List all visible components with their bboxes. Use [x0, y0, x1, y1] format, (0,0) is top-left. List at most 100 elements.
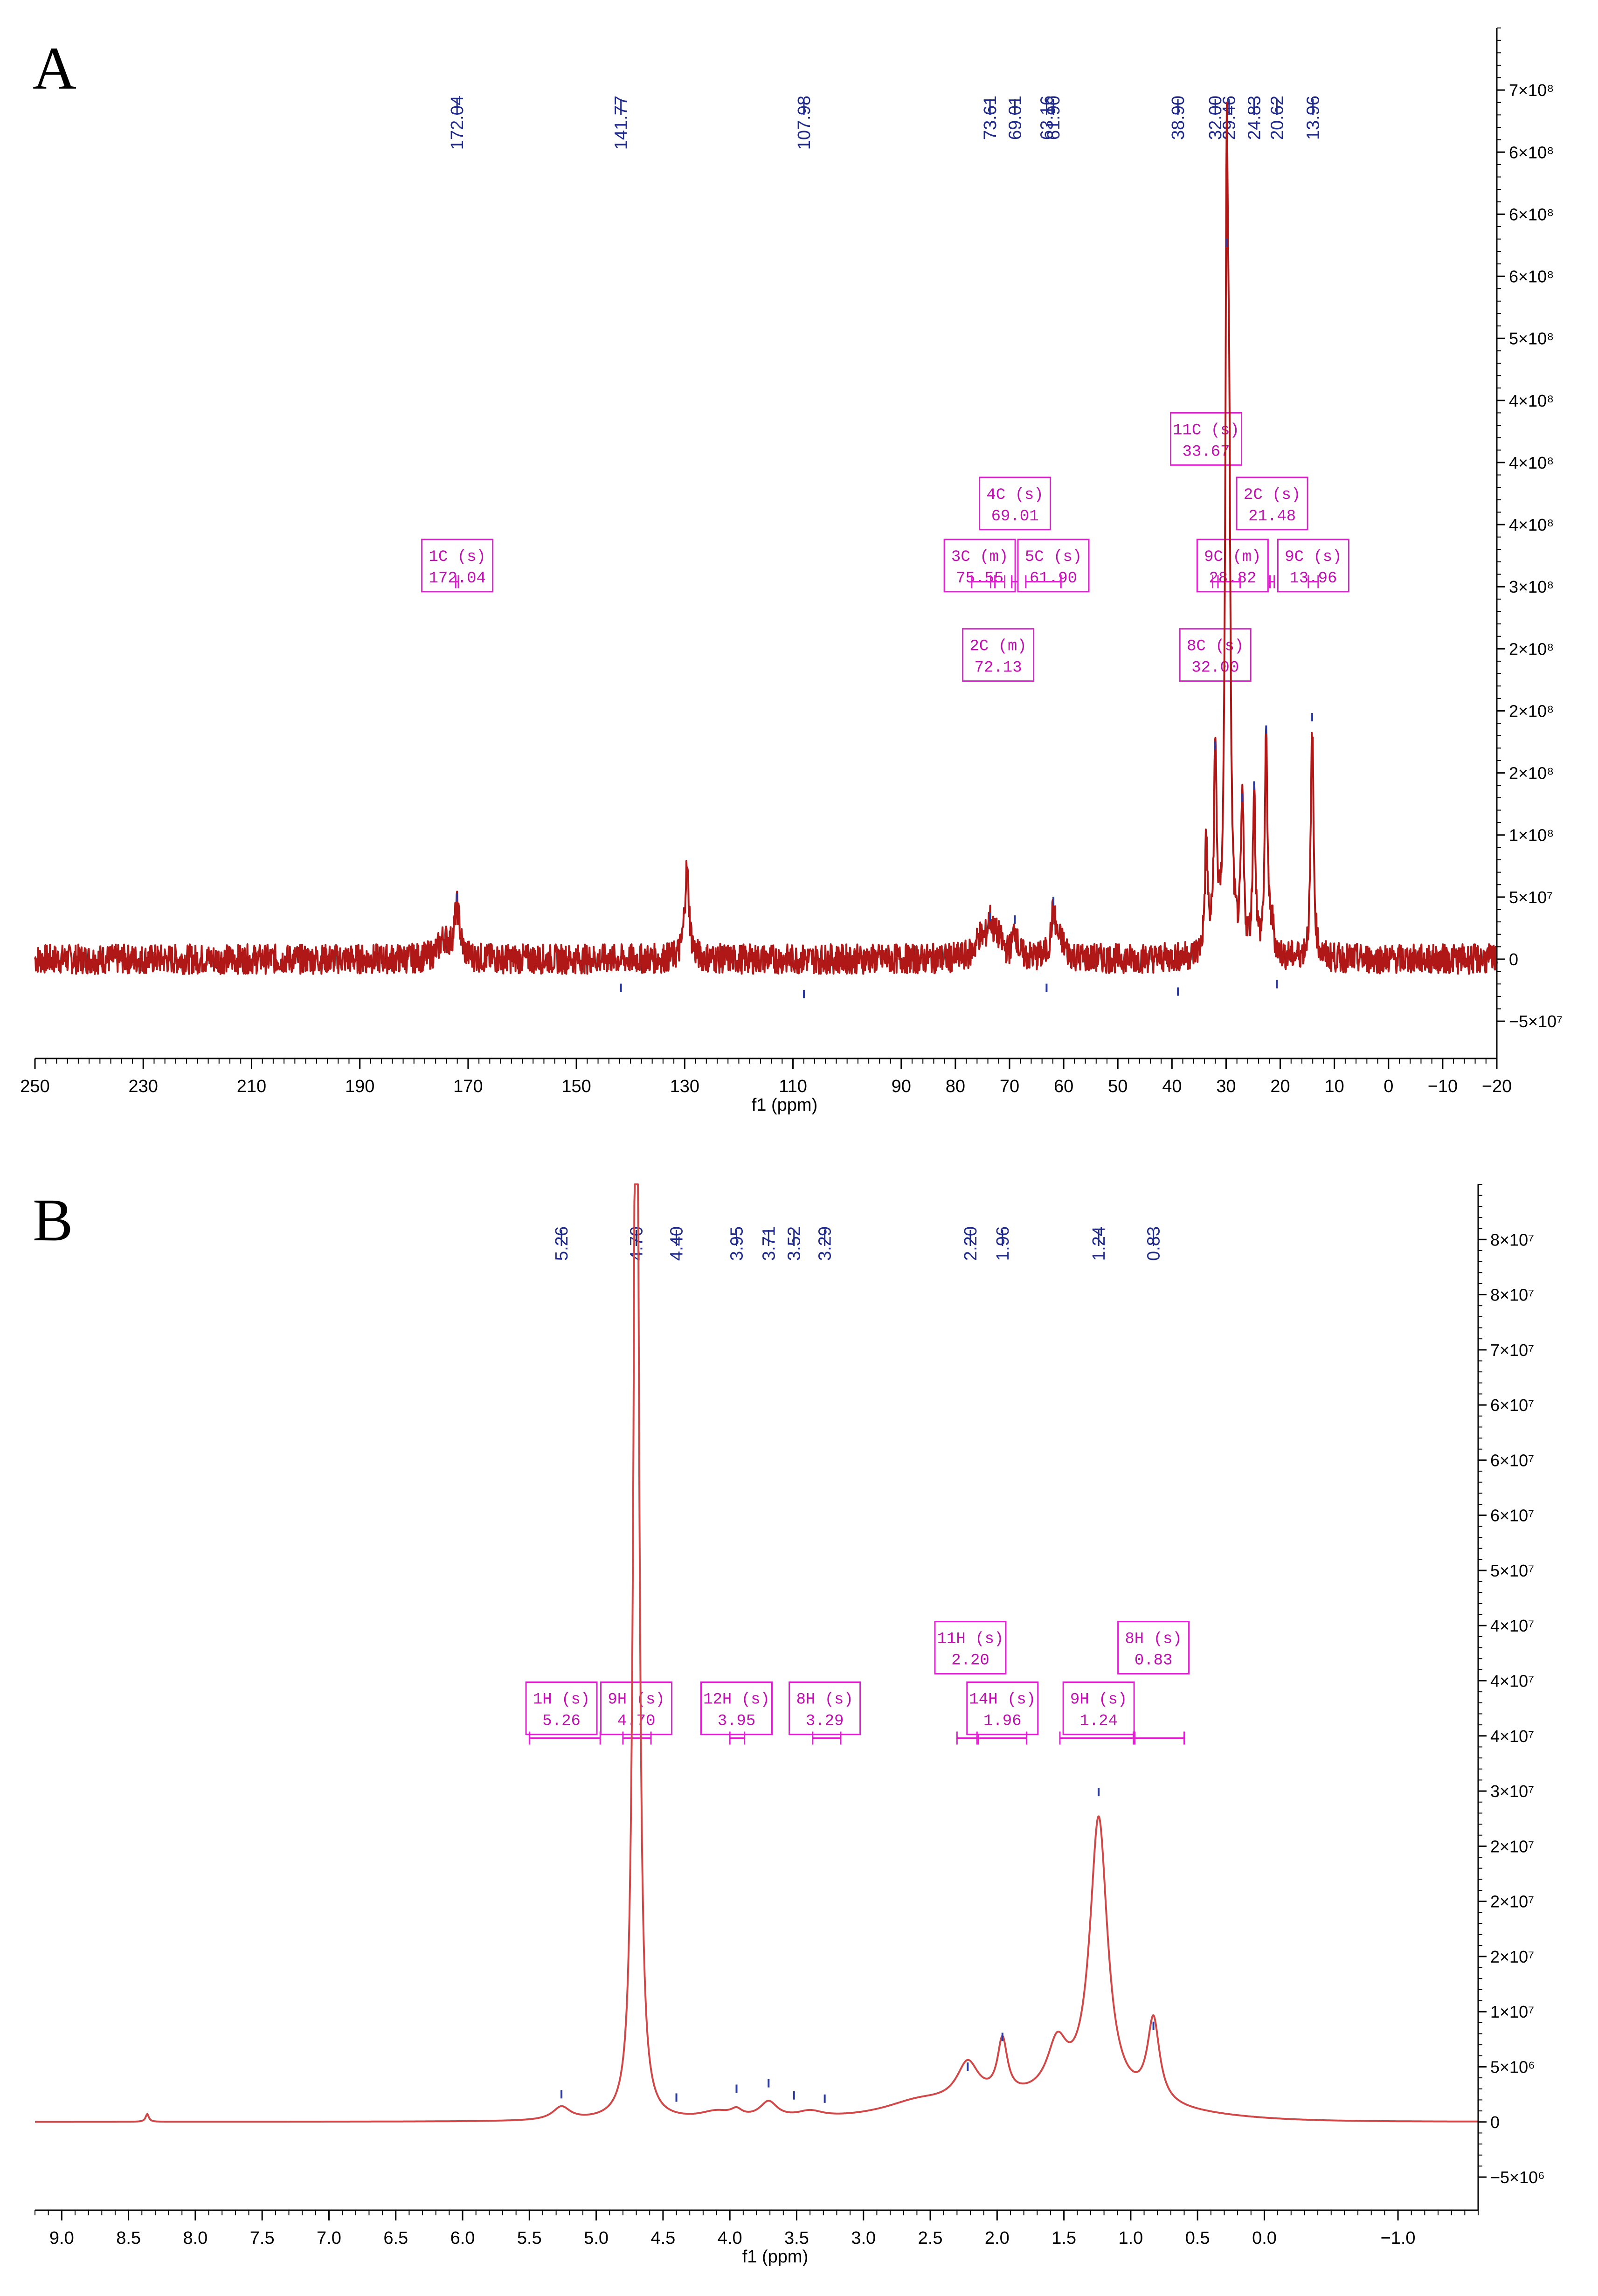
- a-x-tick-label: 30: [1216, 1077, 1236, 1096]
- a-integration-box: [421, 539, 494, 593]
- a-x-tick-label: 130: [670, 1077, 699, 1096]
- panel-a-x-axis-label: f1 (ppm): [752, 1095, 817, 1115]
- b-y-tick-label: 5×10⁶: [1490, 2057, 1535, 2076]
- b-y-tick-label: 1×10⁷: [1490, 2002, 1534, 2021]
- b-x-tick-label: 3.5: [784, 2228, 809, 2248]
- panel-a-peak-markers: [456, 238, 1314, 998]
- panel-b-spectrum-trace: [35, 1183, 1479, 2123]
- b-x-tick-label: 5.5: [517, 2228, 542, 2248]
- b-y-tick-label: 2×10⁷: [1490, 1947, 1534, 1966]
- b-y-tick-label: 2×10⁷: [1490, 1892, 1534, 1911]
- a-integration-bar: [1307, 575, 1319, 588]
- b-y-tick-label: 6×10⁷: [1490, 1451, 1534, 1470]
- a-integration-bar: [989, 575, 1006, 588]
- b-x-tick-label: 6.5: [383, 2228, 408, 2248]
- b-y-tick-label: 8×10⁷: [1490, 1286, 1534, 1305]
- a-integration-box: [1277, 539, 1349, 593]
- b-integration-box: [700, 1681, 773, 1736]
- b-x-tick-label: 7.5: [250, 2228, 275, 2248]
- a-integration-value: 28.82: [1209, 570, 1256, 588]
- b-x-tick-label: 1.0: [1118, 2228, 1143, 2248]
- a-integration-value: 69.01: [991, 508, 1039, 526]
- b-x-tick-label: 8.0: [183, 2228, 208, 2248]
- a-integration-label: 9C (s): [1285, 548, 1342, 566]
- b-y-tick-label: 8×10⁷: [1490, 1230, 1534, 1249]
- panel-a-label: A: [33, 35, 76, 102]
- a-integration-box: [979, 477, 1051, 531]
- a-x-tick-label: 190: [345, 1077, 374, 1096]
- a-x-tick-label: 250: [20, 1077, 49, 1096]
- a-y-tick-label: 4×10⁸: [1509, 453, 1554, 472]
- b-x-tick-label: 2.0: [985, 2228, 1010, 2248]
- b-integration-value: 0.83: [1135, 1652, 1173, 1670]
- b-x-tick-label: −1.0: [1381, 2228, 1416, 2248]
- a-x-tick-label: 20: [1270, 1077, 1290, 1096]
- a-integration-value: 72.13: [975, 659, 1022, 677]
- a-x-tick-label: 40: [1162, 1077, 1182, 1096]
- a-integration-label: 2C (m): [969, 638, 1026, 656]
- a-integration-box: [1179, 628, 1252, 682]
- a-integration-bar: [1025, 575, 1062, 588]
- b-integration-label: 8H (s): [1125, 1631, 1182, 1648]
- b-x-tick-label: 5.0: [584, 2228, 609, 2248]
- a-integration-value: 33.67: [1182, 443, 1230, 461]
- b-y-tick-label: 5×10⁷: [1490, 1561, 1534, 1580]
- a-y-tick-label: 3×10⁸: [1509, 577, 1554, 596]
- b-integration-value: 4.70: [617, 1713, 656, 1730]
- a-integration-box: [943, 539, 1016, 593]
- b-integration-box: [525, 1681, 598, 1736]
- a-y-tick-label: 6×10⁸: [1509, 143, 1554, 162]
- b-integration-label: 9H (s): [608, 1691, 664, 1709]
- b-integration-value: 1.24: [1079, 1713, 1118, 1730]
- panel-b-label: B: [33, 1187, 73, 1254]
- a-integration-box: [1017, 539, 1090, 593]
- panel-b-1h-spectrum: B 5.26 4.70 4.40 3.95 3.71 3.52 3.29 2.20 1.96 1.…: [33, 1183, 1545, 2267]
- a-x-tick-label: 110: [779, 1077, 807, 1096]
- b-x-tick-label: 8.5: [116, 2228, 141, 2248]
- b-y-tick-label: 4×10⁷: [1490, 1616, 1534, 1635]
- panel-b-x-ticks: 9.0 8.5 8.0 7.5 7.0 6.5 6.0 5.5 5.0 4.5 4.0 3.5 3.0 2…: [35, 2210, 1479, 2248]
- b-x-tick-label: 6.0: [450, 2228, 475, 2248]
- a-y-tick-label: 0: [1509, 950, 1518, 969]
- panel-a-x-ticks: 250 230 210 190 170 150 130 110 90 80 70 60 50 40 30 20…: [20, 1058, 1512, 1096]
- b-x-tick-label: 7.0: [317, 2228, 341, 2248]
- b-integration-label: 14H (s): [969, 1691, 1036, 1709]
- a-integration-value: 75.55: [956, 570, 1003, 588]
- a-integration-box: [1196, 539, 1269, 593]
- a-y-tick-label: 5×10⁸: [1509, 329, 1554, 348]
- a-x-tick-label: 90: [892, 1077, 911, 1096]
- a-y-tick-label: 2×10⁸: [1509, 639, 1554, 658]
- panel-b-y-ticks: −5×10⁶ 0 5×10⁶ 1×10⁷ 2×10⁷ 2×10⁷ 2×10⁷ 3×10⁷ 4×1…: [1478, 1184, 1545, 2187]
- a-integration-value: 32.00: [1191, 659, 1239, 677]
- b-integration-value: 3.95: [718, 1713, 756, 1730]
- b-y-tick-label: 0: [1490, 2113, 1500, 2132]
- b-y-tick-label: 6×10⁷: [1490, 1396, 1534, 1415]
- a-x-tick-label: −20: [1482, 1077, 1512, 1096]
- a-integration-label: 11C (s): [1173, 422, 1239, 439]
- a-x-tick-label: 10: [1325, 1077, 1344, 1096]
- a-y-tick-label: 7×10⁸: [1509, 81, 1554, 100]
- a-x-tick-label: 0: [1384, 1077, 1393, 1096]
- panel-a-y-ticks: −5×10⁷ 0 5×10⁷ 1×10⁸ 2×10⁸ 2×10⁸ 2×10⁸ 3×10⁸ 4×1…: [1497, 28, 1563, 1031]
- b-integration-box: [789, 1681, 861, 1736]
- a-integration-bar: [455, 575, 459, 588]
- b-x-tick-label: 9.0: [49, 2228, 74, 2248]
- a-y-tick-label: 2×10⁸: [1509, 764, 1554, 783]
- b-x-tick-label: 0.0: [1252, 2228, 1277, 2248]
- a-x-tick-label: 150: [561, 1077, 591, 1096]
- b-y-tick-label: 3×10⁷: [1490, 1782, 1534, 1801]
- a-y-tick-label: 1×10⁸: [1509, 826, 1554, 845]
- a-integration-label: 1C (s): [429, 548, 485, 566]
- b-x-tick-label: 4.5: [650, 2228, 675, 2248]
- a-x-tick-label: 210: [237, 1077, 266, 1096]
- a-integration-label: 5C (s): [1025, 548, 1082, 566]
- b-integration-box: [600, 1681, 673, 1736]
- a-y-tick-label: 6×10⁸: [1509, 267, 1554, 286]
- a-integration-label: 2C (s): [1244, 486, 1301, 504]
- panel-a-spectrum-trace: [34, 102, 1498, 975]
- b-integration-label: 9H (s): [1070, 1691, 1127, 1709]
- b-integration-bar: [976, 1731, 1027, 1745]
- b-integration-value: 2.20: [951, 1652, 989, 1670]
